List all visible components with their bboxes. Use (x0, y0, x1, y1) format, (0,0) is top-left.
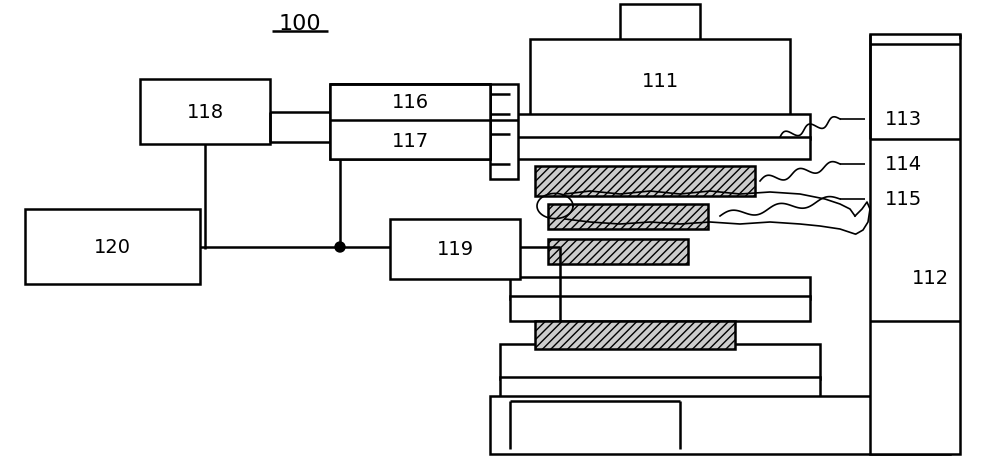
Bar (548, 204, 708, 229)
Bar (330, 84, 490, 159)
Bar (25, 209, 200, 284)
Bar (510, 296, 810, 321)
Bar (140, 79, 270, 144)
Bar (510, 114, 810, 139)
Bar (510, 137, 810, 159)
Text: 111: 111 (641, 72, 679, 91)
Bar (620, 4, 700, 44)
Text: 112: 112 (911, 270, 949, 289)
Bar (500, 377, 820, 399)
Bar (390, 219, 520, 279)
Bar (510, 401, 680, 449)
Bar (490, 396, 950, 454)
Bar (530, 39, 790, 119)
Text: 113: 113 (885, 109, 922, 128)
Bar (535, 166, 755, 196)
Text: 116: 116 (391, 92, 429, 111)
Text: 119: 119 (436, 239, 474, 258)
Text: 114: 114 (885, 155, 922, 173)
Bar (870, 34, 960, 454)
Text: 120: 120 (94, 237, 130, 256)
Bar (490, 84, 518, 179)
Bar (510, 277, 810, 299)
Text: 117: 117 (391, 131, 429, 151)
Text: 118: 118 (186, 102, 224, 121)
Text: 100: 100 (279, 14, 321, 34)
Bar (535, 321, 735, 349)
Bar (548, 239, 688, 264)
Bar (500, 344, 820, 379)
Text: 115: 115 (885, 190, 922, 209)
Circle shape (335, 242, 345, 252)
Bar (330, 84, 490, 159)
